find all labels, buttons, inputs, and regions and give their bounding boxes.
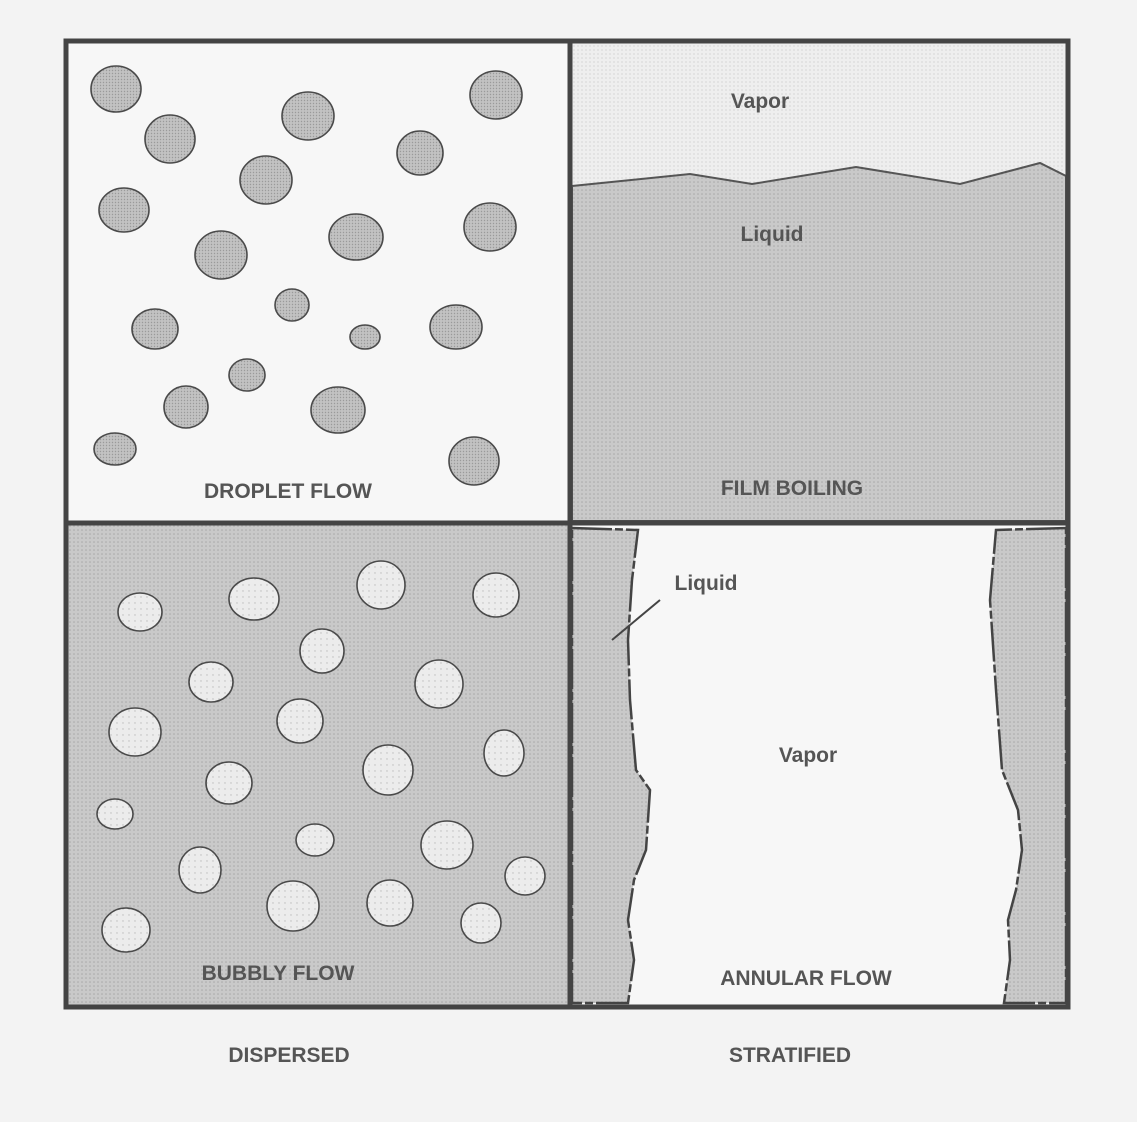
droplet bbox=[93, 432, 137, 466]
droplet bbox=[98, 187, 150, 233]
bubble bbox=[483, 729, 525, 777]
bubbles-group bbox=[96, 560, 546, 953]
droplet bbox=[463, 202, 517, 252]
film-boiling-label: FILM BOILING bbox=[721, 477, 863, 500]
film-liquid-region bbox=[571, 161, 1067, 522]
annular-flow-panel: Liquid Vapor ANNULAR FLOW bbox=[570, 525, 1068, 1005]
bubble bbox=[205, 761, 253, 805]
bubble bbox=[117, 592, 163, 632]
bubble bbox=[299, 628, 345, 674]
dispersed-column-label: DISPERSED bbox=[228, 1044, 349, 1067]
droplet-flow-label: DROPLET FLOW bbox=[204, 480, 372, 503]
bubble bbox=[414, 659, 464, 709]
bubbly-flow-panel: BUBBLY FLOW bbox=[68, 525, 568, 1005]
droplet bbox=[469, 70, 523, 120]
bubble bbox=[362, 744, 414, 796]
droplet bbox=[429, 304, 483, 350]
bubble bbox=[178, 846, 222, 894]
droplet bbox=[90, 65, 142, 113]
film-vapor-label: Vapor bbox=[731, 90, 789, 113]
droplet bbox=[131, 308, 179, 350]
droplet bbox=[144, 114, 196, 164]
droplet bbox=[328, 213, 384, 261]
bubbly-flow-label: BUBBLY FLOW bbox=[202, 962, 355, 985]
bubble bbox=[108, 707, 162, 757]
droplet bbox=[310, 386, 366, 434]
droplet-flow-panel: DROPLET FLOW bbox=[68, 43, 568, 521]
droplet bbox=[228, 358, 266, 392]
bubble bbox=[266, 880, 320, 932]
droplet bbox=[448, 436, 500, 486]
bubble bbox=[276, 698, 324, 744]
droplets-group bbox=[90, 65, 523, 486]
droplet bbox=[349, 324, 381, 350]
droplet bbox=[274, 288, 310, 322]
bubble bbox=[472, 572, 520, 618]
bubble bbox=[504, 856, 546, 896]
bubble bbox=[356, 560, 406, 610]
droplet bbox=[281, 91, 335, 141]
annular-liquid-leader-line bbox=[611, 599, 661, 641]
annular-liquid-label: Liquid bbox=[675, 572, 738, 595]
droplet bbox=[194, 230, 248, 280]
bubble bbox=[366, 879, 414, 927]
bubble bbox=[228, 577, 280, 621]
bubble bbox=[420, 820, 474, 870]
droplet bbox=[239, 155, 293, 205]
annular-flow-label: ANNULAR FLOW bbox=[720, 967, 892, 990]
annular-vapor-label: Vapor bbox=[779, 744, 837, 767]
bubble bbox=[96, 798, 134, 830]
bubble bbox=[295, 823, 335, 857]
bubble bbox=[188, 661, 234, 703]
bubble bbox=[460, 902, 502, 944]
stratified-column-label: STRATIFIED bbox=[729, 1044, 851, 1067]
film-liquid-label: Liquid bbox=[741, 223, 804, 246]
annular-left-liquid-film bbox=[570, 526, 652, 1005]
droplet bbox=[396, 130, 444, 176]
panel-borders bbox=[63, 38, 1071, 1010]
droplet bbox=[163, 385, 209, 429]
annular-right-liquid-film bbox=[988, 526, 1068, 1005]
film-boiling-panel: Vapor Liquid FILM BOILING bbox=[571, 43, 1067, 522]
bubble bbox=[101, 907, 151, 953]
